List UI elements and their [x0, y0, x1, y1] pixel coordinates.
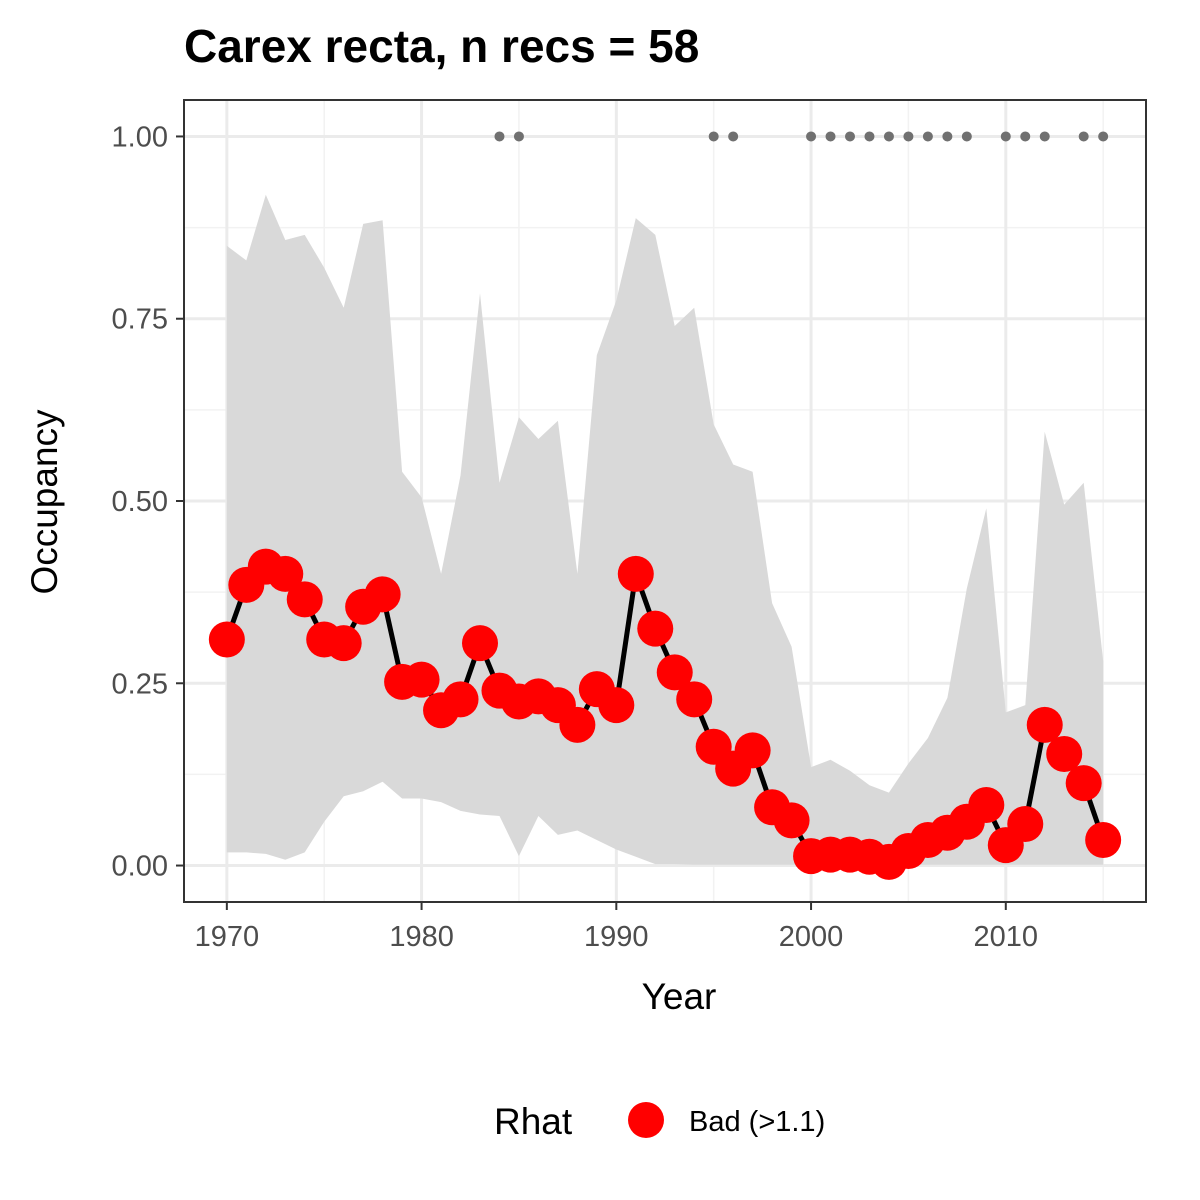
occupancy-point [1065, 765, 1102, 802]
occupancy-point [462, 625, 498, 662]
y-axis-title: Occupancy [24, 409, 65, 595]
y-tick-label: 0.25 [112, 668, 168, 700]
occupancy-point [559, 706, 596, 743]
record-point [864, 131, 875, 142]
occupancy-point [325, 625, 362, 662]
y-tick-label: 0.75 [112, 304, 168, 336]
legend: Rhat Bad (>1.1) [494, 1101, 825, 1142]
record-point [1039, 131, 1050, 142]
record-point [1098, 131, 1109, 142]
record-point [806, 131, 817, 142]
occupancy-point [1085, 822, 1122, 859]
x-tick-label: 2010 [974, 921, 1039, 953]
occupancy-point [598, 687, 635, 724]
occupancy-point [734, 732, 771, 769]
y-tick-label: 0.00 [112, 851, 168, 883]
record-point [961, 131, 972, 142]
record-point [825, 131, 836, 142]
x-tick-label: 1990 [584, 921, 649, 953]
credible-interval-layer [226, 194, 1104, 865]
occupancy-point [1007, 805, 1044, 842]
record-point [513, 131, 524, 142]
legend-title: Rhat [494, 1101, 573, 1142]
record-points-layer [494, 131, 1109, 142]
credible-interval-ribbon [226, 194, 1104, 865]
occupancy-point [267, 555, 304, 592]
chart-title: Carex recta, n recs = 58 [184, 20, 699, 72]
record-point [728, 131, 739, 142]
x-axis: 1970 1980 1990 2000 2010 [195, 902, 1038, 953]
x-tick-label: 2000 [779, 921, 844, 953]
x-tick-label: 1980 [389, 921, 454, 953]
occupancy-point [1026, 706, 1063, 743]
occupancy-point [1046, 735, 1083, 772]
y-axis: 0.00 0.25 0.50 0.75 1.00 [112, 121, 184, 883]
legend-key-point [628, 1102, 664, 1138]
record-point [708, 131, 719, 142]
occupancy-point [208, 621, 245, 658]
record-point [1020, 131, 1031, 142]
occupancy-point [637, 610, 674, 647]
occupancy-point [773, 802, 810, 839]
occupancy-points-layer [208, 548, 1122, 880]
y-tick-label: 0.50 [112, 486, 168, 518]
record-point [942, 131, 953, 142]
occupancy-point [403, 661, 440, 698]
occupancy-point [286, 581, 323, 618]
record-point [922, 131, 933, 142]
occupancy-point [656, 654, 693, 691]
legend-entry-label: Bad (>1.1) [689, 1106, 825, 1138]
record-point [903, 131, 914, 142]
record-point [1000, 131, 1011, 142]
occupancy-point [442, 681, 479, 718]
y-tick-label: 1.00 [112, 121, 168, 153]
occupancy-point [364, 576, 401, 613]
record-point [883, 131, 894, 142]
record-point [1078, 131, 1089, 142]
record-point [845, 131, 855, 142]
occupancy-point [968, 787, 1005, 824]
occupancy-point [676, 681, 713, 718]
x-axis-title: Year [642, 976, 717, 1017]
record-point [494, 131, 505, 142]
x-tick-label: 1970 [195, 921, 260, 953]
occupancy-point [617, 555, 654, 592]
